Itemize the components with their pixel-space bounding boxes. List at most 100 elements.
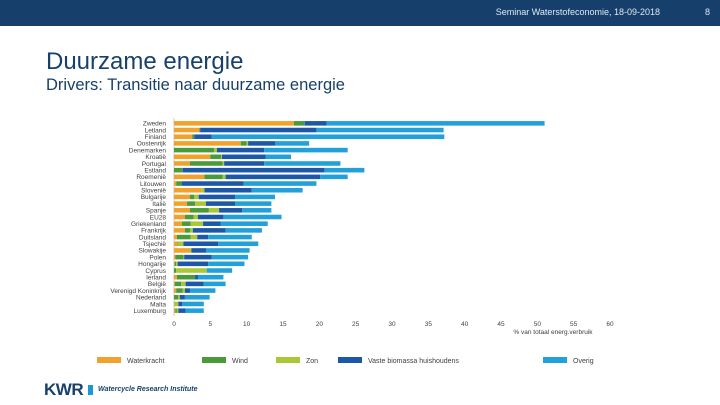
bar-segment xyxy=(174,167,183,173)
bar-segment xyxy=(195,201,206,206)
bar-segment xyxy=(221,154,266,160)
bar-segment xyxy=(192,134,195,139)
bar-segment xyxy=(178,308,186,313)
bar-segment xyxy=(185,308,204,313)
bar-segment xyxy=(177,241,179,247)
bar-segment xyxy=(223,214,282,220)
bar-segment xyxy=(264,161,341,166)
bar-segment xyxy=(189,208,209,213)
bar-segment xyxy=(222,174,226,180)
bar-segment xyxy=(184,228,190,233)
bar-segment xyxy=(191,248,206,253)
bar-segment xyxy=(240,141,247,146)
bar-segment xyxy=(174,201,188,206)
bar-segment xyxy=(174,154,211,160)
category-label: Letland xyxy=(145,127,167,134)
category-label: Bulgarije xyxy=(141,194,167,201)
bar-segment xyxy=(222,161,225,166)
bar-segment xyxy=(194,134,212,139)
bar-segment xyxy=(184,254,212,260)
bar-segment xyxy=(174,274,177,280)
bar-segment xyxy=(174,214,185,220)
logo-tagline: Watercycle Research Institute xyxy=(98,386,198,393)
x-tick-label: 60 xyxy=(606,321,614,328)
bar-segment xyxy=(205,201,236,206)
bar-segment xyxy=(174,288,177,293)
bar-segment xyxy=(293,121,305,126)
bar-segment xyxy=(174,147,214,153)
bar-segment xyxy=(246,141,249,146)
x-tick-label: 15 xyxy=(279,321,287,328)
page-title: Duurzame energie xyxy=(46,48,244,75)
bar-segment xyxy=(235,201,272,206)
bar-segment xyxy=(174,228,185,233)
bar-segment xyxy=(190,234,198,240)
category-label: Kroatië xyxy=(145,154,166,161)
bar-segment xyxy=(204,174,223,180)
bar-segment xyxy=(183,254,185,260)
bar-segment xyxy=(174,308,176,313)
legend-label: Zon xyxy=(306,358,318,365)
bar-segment xyxy=(176,261,178,267)
bar-segment xyxy=(174,194,190,200)
bar-segment xyxy=(177,261,209,267)
bar-segment xyxy=(174,161,190,166)
category-label: Slowakije xyxy=(139,248,167,255)
x-tick-label: 25 xyxy=(352,321,360,328)
legend-swatch xyxy=(276,357,300,363)
bar-segment xyxy=(208,261,245,267)
bar-segment xyxy=(174,121,294,126)
bar-segment xyxy=(174,221,182,226)
bar-segment xyxy=(192,228,226,233)
x-tick-label: 45 xyxy=(497,321,505,328)
bar-segment xyxy=(190,221,204,226)
category-label: EU28 xyxy=(150,214,167,221)
legend-label: Wind xyxy=(232,358,248,365)
bar-segment xyxy=(213,147,217,153)
header-text: Seminar Waterstofeconomie, 18-09-2018 xyxy=(495,7,660,17)
bar-segment xyxy=(187,201,196,206)
bar-segment xyxy=(181,221,191,226)
bar-segment xyxy=(184,295,210,300)
bar-segment xyxy=(194,194,199,200)
bar-segment xyxy=(181,181,244,186)
x-tick-label: 40 xyxy=(461,321,469,328)
bar-segment xyxy=(324,167,365,173)
category-label: Tsjechië xyxy=(143,241,167,248)
bar-segment xyxy=(185,281,204,287)
legend-swatch xyxy=(338,357,362,363)
bar-segment xyxy=(225,228,262,233)
category-label: Polen xyxy=(149,254,166,261)
bar-segment xyxy=(184,288,190,293)
legend-label: Vaste biomassa huishoudens xyxy=(368,358,459,365)
bar-segment xyxy=(195,274,198,280)
page-subtitle: Drivers: Transitie naar duurzame energie xyxy=(46,76,345,94)
bar-segment xyxy=(320,174,348,180)
category-label: Estland xyxy=(144,167,166,174)
category-label: Spanje xyxy=(146,208,167,215)
category-label: Oostenrijk xyxy=(137,141,167,148)
bar-segment xyxy=(205,248,250,253)
bar-segment xyxy=(316,127,444,133)
bar-segment xyxy=(248,141,276,146)
category-label: Litouwen xyxy=(140,181,166,188)
category-label: Verenigd Koninkrijk xyxy=(110,288,166,295)
bar-segment xyxy=(206,268,233,273)
category-label: Portugal xyxy=(142,161,167,168)
bar-segment xyxy=(211,134,445,139)
bar-segment xyxy=(176,234,191,240)
category-label: Malta xyxy=(150,301,166,308)
bar-segment xyxy=(242,208,272,213)
bar-segment xyxy=(174,281,175,287)
bar-segment xyxy=(203,281,226,287)
bar-segment xyxy=(181,301,204,307)
bar-segment xyxy=(174,254,176,260)
bar-segment xyxy=(197,214,224,220)
bar-segment xyxy=(178,295,180,300)
bar-segment xyxy=(176,288,183,293)
bar-segment xyxy=(174,295,179,300)
bar-segment xyxy=(235,194,276,200)
bar-segment xyxy=(189,194,195,200)
bar-segment xyxy=(275,141,310,146)
